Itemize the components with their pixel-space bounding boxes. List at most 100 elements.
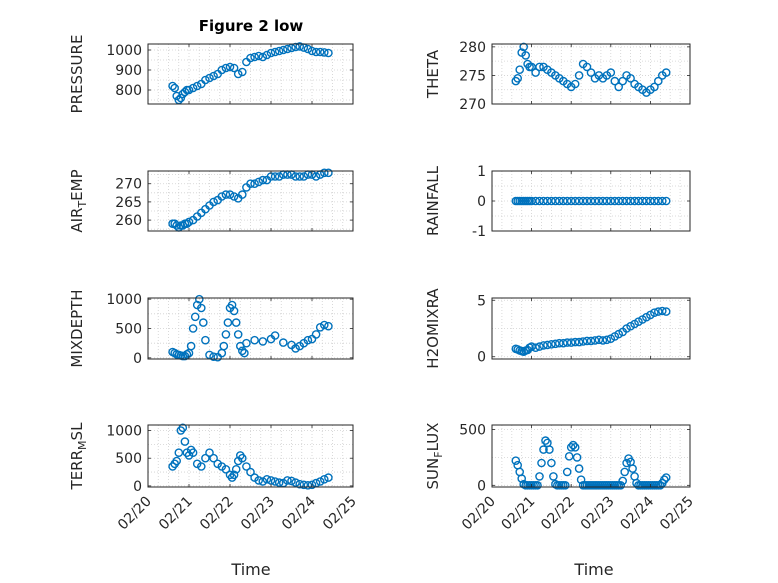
data-point	[270, 172, 280, 181]
figure-title: Figure 2 low	[199, 17, 304, 35]
data-point	[221, 330, 231, 339]
data-point	[291, 42, 300, 52]
y-tick-label: 0	[477, 194, 486, 210]
data-point	[572, 453, 582, 462]
data-point	[562, 338, 572, 347]
y-tick-label: 0	[133, 479, 142, 495]
data-point	[566, 338, 576, 347]
data-point	[324, 48, 333, 58]
axes-frame	[147, 170, 354, 232]
data-point	[519, 42, 529, 52]
data-point	[242, 338, 251, 348]
data-point	[231, 318, 241, 327]
data-point	[198, 318, 208, 327]
data-point	[178, 423, 188, 433]
data-point	[521, 51, 531, 60]
data-point	[543, 196, 552, 206]
subplot-0: 800 900 1000 PRESSURE	[68, 35, 354, 113]
data-point	[660, 475, 669, 485]
data-point	[654, 76, 663, 86]
data-point	[283, 476, 292, 485]
data-point	[315, 322, 325, 332]
data-point	[229, 306, 239, 316]
data-point	[178, 221, 188, 230]
y-tick-label: 500	[115, 451, 142, 467]
y-tick-label: 0	[133, 351, 142, 367]
y-axis-label: H2OMIXRA	[424, 288, 442, 369]
data-point	[188, 324, 198, 333]
data-point	[315, 477, 325, 486]
data-point	[562, 196, 572, 206]
data-point	[180, 87, 190, 97]
data-point	[299, 172, 309, 181]
y-axis-label: AIRTEMP	[68, 169, 89, 232]
data-point	[180, 437, 190, 446]
data-point	[545, 445, 554, 454]
x-tick-label: 02/21	[156, 494, 196, 534]
y-tick-label: 5	[477, 293, 486, 309]
data-point	[205, 73, 214, 83]
y-tick-label: 275	[459, 68, 486, 84]
data-point	[172, 221, 181, 230]
y-tick-label: 500	[115, 322, 142, 338]
data-point	[307, 480, 317, 490]
data-point	[650, 308, 659, 318]
data-point	[295, 172, 305, 181]
data-point	[658, 196, 667, 206]
data-point	[262, 50, 272, 60]
subplot-5: 0 5 H2OMIXRA	[424, 288, 691, 369]
data-point	[250, 335, 259, 345]
subplot-6: 0 500 1000 02/20 02/21 02/22 02/23 02/24 02/25 TE…	[68, 422, 360, 533]
data-point	[582, 62, 592, 72]
data-point	[258, 477, 268, 486]
data-point	[626, 74, 635, 83]
data-point	[319, 474, 329, 484]
data-point	[186, 341, 196, 351]
y-tick-label: 1000	[106, 43, 142, 59]
data-point	[258, 337, 268, 346]
data-point	[564, 451, 574, 461]
data-point	[535, 342, 544, 351]
data-point	[656, 480, 665, 490]
data-point	[196, 303, 206, 313]
data-point	[209, 453, 218, 463]
data-point	[182, 219, 192, 228]
data-point	[287, 476, 296, 486]
data-point	[237, 67, 247, 77]
data-point	[170, 83, 179, 93]
data-point	[620, 467, 630, 477]
data-point	[176, 93, 186, 103]
data-point	[570, 79, 580, 89]
data-point	[225, 190, 235, 199]
data-point	[570, 442, 580, 452]
axes-frame	[491, 424, 691, 488]
data-point	[270, 477, 280, 486]
data-point	[661, 307, 671, 316]
data-point	[283, 44, 292, 54]
data-point	[201, 75, 210, 85]
data-point	[219, 341, 229, 351]
data-point	[535, 62, 544, 72]
data-point	[517, 474, 527, 483]
y-tick-label: 270	[459, 97, 486, 113]
y-tick-label: 1	[477, 164, 486, 180]
data-point	[254, 177, 264, 187]
data-point	[324, 473, 333, 482]
data-point	[568, 440, 578, 450]
data-point	[303, 335, 313, 345]
data-point	[598, 336, 608, 345]
data-point	[221, 464, 231, 474]
data-point	[172, 456, 181, 466]
data-point	[531, 68, 540, 77]
y-tick-label: 0	[477, 350, 486, 366]
axes-frame	[147, 424, 354, 488]
data-point	[229, 63, 239, 73]
data-point	[618, 76, 628, 86]
data-point	[295, 42, 305, 51]
data-point	[258, 52, 268, 62]
data-point	[535, 472, 544, 481]
data-point	[274, 172, 284, 181]
data-point	[614, 82, 624, 92]
data-point	[227, 300, 237, 310]
